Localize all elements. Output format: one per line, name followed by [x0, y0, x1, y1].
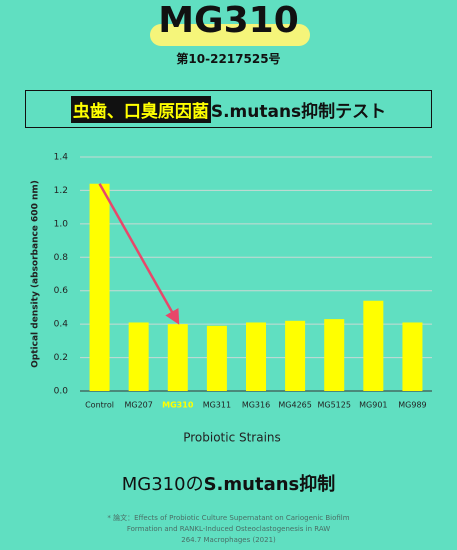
title-box: 虫歯、口臭原因菌 S.mutans抑制テスト: [25, 90, 432, 128]
footnote-line: Formation and RANKL-Induced Osteoclastog…: [126, 525, 331, 533]
footnote-line: * 論文：Effects of Probiotic Culture Supern…: [107, 514, 350, 522]
bar: [128, 322, 149, 391]
registration: 第10-2217525号: [176, 52, 281, 66]
bar: [402, 322, 423, 391]
bar: [324, 319, 345, 391]
y-tick-label: 0.8: [54, 253, 69, 263]
x-tick-label: MG989: [398, 401, 426, 410]
y-axis-label: Optical density (absorbance 600 nm): [31, 180, 41, 368]
x-tick-label: MG310: [162, 401, 194, 410]
box-title-highlight: 虫歯、口臭原因菌: [70, 95, 211, 123]
bar: [363, 300, 384, 391]
x-tick-label: MG207: [124, 401, 152, 410]
y-tick-label: 0.2: [54, 353, 68, 363]
x-tick-label: MG4265: [278, 401, 311, 410]
x-tick-label: MG5125: [317, 401, 350, 410]
bar: [285, 320, 306, 391]
x-tick-label: MG316: [242, 401, 270, 410]
x-tick-label: MG901: [359, 401, 387, 410]
y-tick-label: 0.4: [54, 320, 69, 330]
bar: [246, 322, 266, 391]
box-title: S.mutans抑制テスト: [210, 101, 387, 122]
bar: [167, 324, 188, 391]
x-tick-label: MG311: [203, 401, 231, 410]
footnote: * 論文：Effects of Probiotic Culture Supern…: [0, 513, 457, 546]
caption: MG310のS.mutans抑制: [0, 470, 457, 496]
bar: [206, 325, 227, 391]
arrow: [98, 183, 180, 325]
y-tick-label: 1.2: [54, 186, 68, 196]
bar: [89, 183, 110, 391]
page-title: MG310: [158, 0, 299, 41]
title-highlight: [150, 24, 310, 46]
x-tick-label: Control: [85, 401, 114, 410]
footnote-line: 264.7 Macrophages (2021): [181, 536, 276, 544]
y-tick-label: 0.6: [54, 286, 69, 296]
y-tick-label: 1.0: [54, 219, 69, 229]
y-tick-label: 1.4: [54, 153, 69, 163]
x-axis-label: Probiotic Strains: [183, 431, 281, 445]
caption-bold: S.mutans抑制: [203, 474, 336, 495]
caption-normal: MG310の: [121, 474, 204, 495]
y-tick-label: 0.0: [54, 387, 69, 397]
